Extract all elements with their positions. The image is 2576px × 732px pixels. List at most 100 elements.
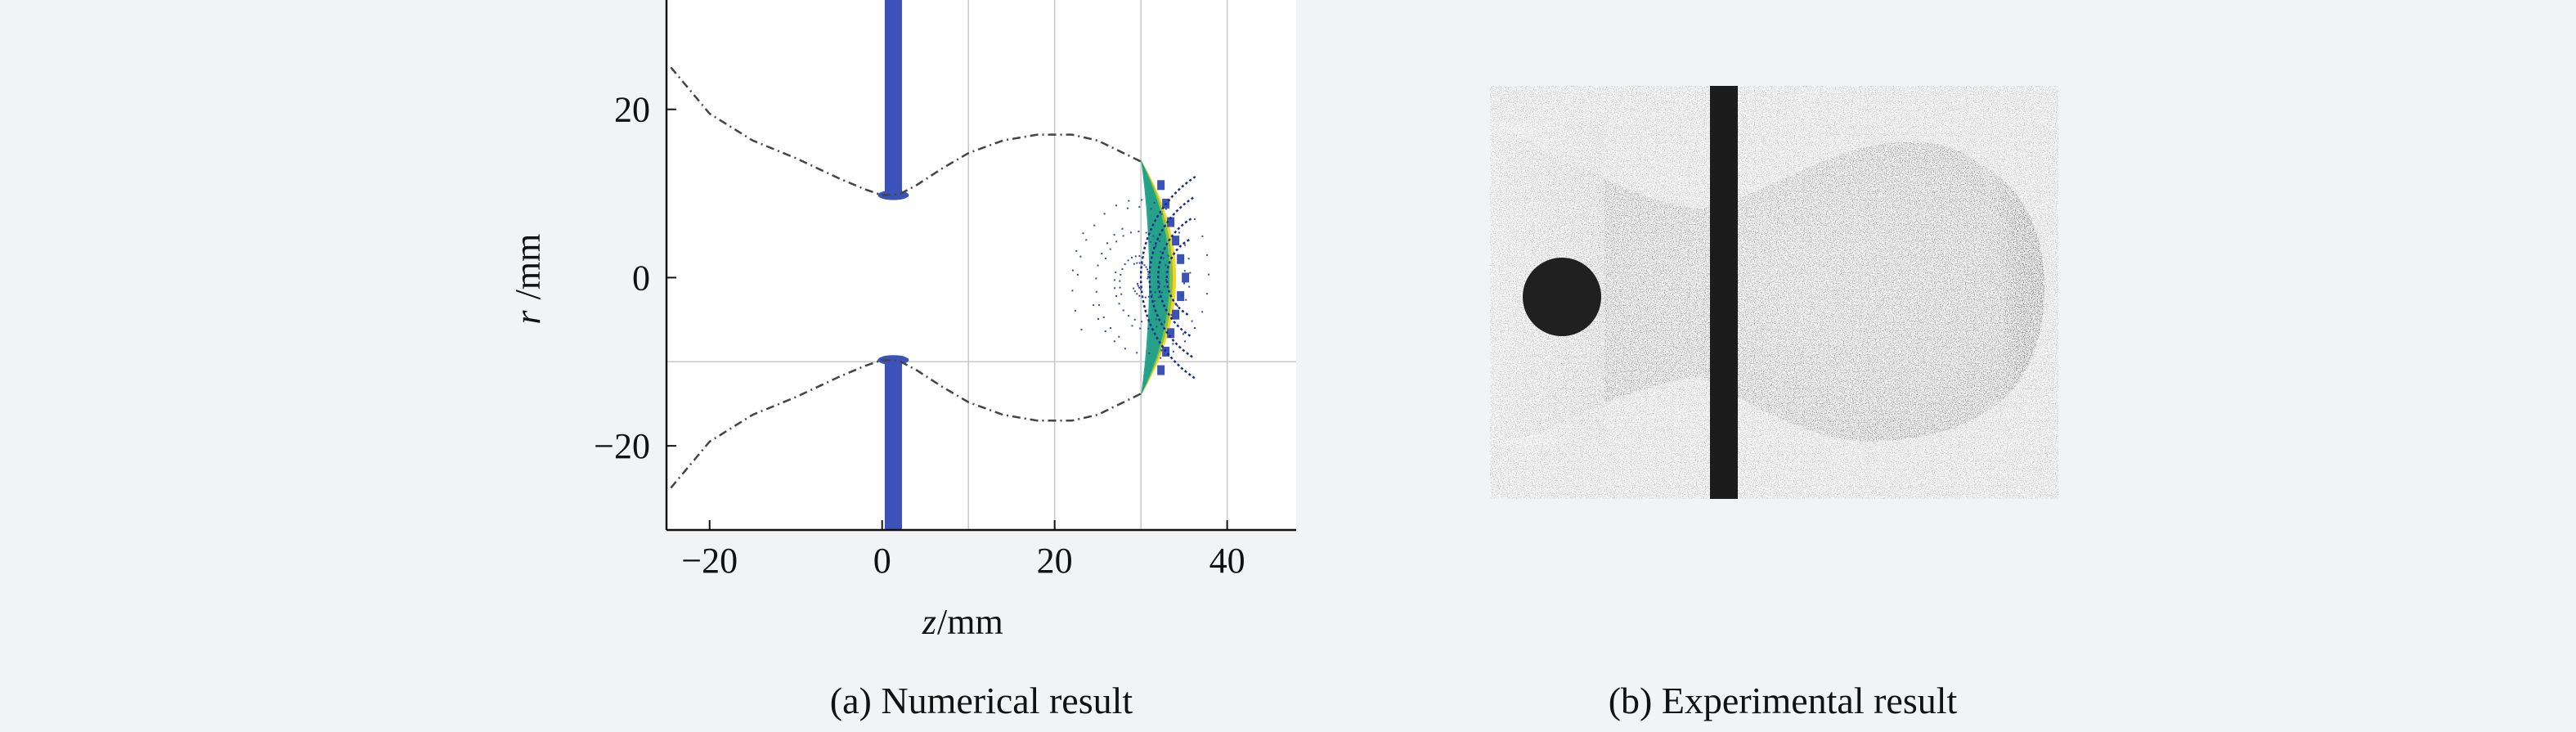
interior-dot — [1126, 207, 1129, 209]
interior-dot — [1133, 263, 1135, 265]
inner-arc — [1148, 196, 1194, 359]
interior-dot — [1160, 291, 1163, 294]
interior-dot — [1138, 294, 1141, 297]
interior-dot — [1129, 231, 1132, 234]
interior-dot — [1097, 264, 1099, 267]
interior-dot — [1113, 340, 1115, 343]
interior-dot — [1152, 235, 1155, 237]
interior-dot — [1131, 257, 1133, 259]
interior-dot — [1114, 287, 1116, 290]
interior-dot — [1136, 293, 1138, 295]
interior-dot — [1172, 350, 1174, 353]
interior-dot — [1160, 357, 1162, 359]
interior-dot — [1158, 240, 1160, 242]
interior-dot — [1124, 348, 1126, 350]
interior-dot — [1155, 245, 1157, 247]
interior-dot — [1097, 303, 1100, 306]
interior-dot — [1194, 326, 1196, 329]
interior-dot — [1183, 282, 1186, 285]
interior-dot — [1113, 279, 1115, 281]
rod — [877, 0, 909, 530]
interior-dot — [1163, 285, 1165, 288]
interior-dot — [1164, 321, 1166, 323]
bubble-front-shadow — [1979, 164, 2044, 413]
interior-dot — [1153, 201, 1156, 204]
interior-dot — [1145, 231, 1147, 234]
interior-dot — [1103, 213, 1106, 215]
panel-b-caption: (b) Experimental result — [1609, 680, 1958, 721]
interior-dot — [1138, 205, 1141, 208]
interior-dot — [1109, 248, 1111, 250]
x-axis-label-var: z — [922, 602, 936, 642]
y-tick-label: −20 — [594, 426, 650, 466]
interior-dot — [1141, 263, 1143, 265]
interior-dot — [1185, 299, 1187, 301]
interior-dot — [1102, 316, 1105, 318]
y-tick-label: 20 — [614, 90, 650, 130]
y-axis-label-unit: /mm — [508, 234, 548, 300]
interior-dot — [1137, 285, 1139, 287]
bubble-lower-contour — [670, 358, 1142, 489]
interior-dot — [1138, 231, 1140, 233]
x-axis-label-unit: /mm — [937, 602, 1003, 642]
interior-dot — [1122, 309, 1124, 312]
front-fragment — [1167, 328, 1175, 339]
interior-dot — [1115, 271, 1117, 273]
interior-dot — [1095, 277, 1097, 280]
interior-dot — [1147, 277, 1149, 280]
interior-dot — [1170, 221, 1173, 223]
interior-dot — [1149, 240, 1151, 243]
interior-dot — [1156, 326, 1158, 328]
interior-dot — [1120, 293, 1123, 295]
interior-dot — [1133, 290, 1136, 293]
interior-dot — [1071, 290, 1074, 292]
y-tick-label: 0 — [632, 258, 650, 298]
interior-dot — [1162, 257, 1165, 259]
interior-dot — [1133, 287, 1135, 290]
interior-dot — [1115, 240, 1118, 243]
interior-dot — [1105, 258, 1107, 260]
interior-dot — [1118, 303, 1120, 305]
interior-dot — [1136, 352, 1138, 354]
interior-dot — [1143, 264, 1146, 267]
interior-dot — [1138, 262, 1141, 264]
front-fragment — [1162, 346, 1170, 357]
interior-dot — [1128, 200, 1130, 202]
interior-dot — [1167, 254, 1169, 257]
experimental-photo: (b) Experimental result — [1490, 86, 2058, 721]
rod-shadow — [1710, 86, 1738, 499]
rod-upper — [884, 0, 902, 195]
y-axis-label-var: r — [508, 310, 548, 325]
interior-dot — [1079, 255, 1082, 258]
interior-dot — [1119, 280, 1121, 282]
interior-dot — [1142, 256, 1144, 258]
inner-arc — [1139, 175, 1196, 379]
interior-dot — [1128, 315, 1130, 317]
plot-area — [666, 0, 1296, 530]
interior-dot — [1109, 327, 1111, 330]
interior-dot — [1074, 309, 1076, 312]
interior-dot — [1093, 304, 1095, 307]
front-fragment — [1172, 236, 1180, 246]
interior-dot — [1080, 328, 1083, 330]
interior-dot — [1120, 273, 1122, 276]
interior-dot — [1127, 259, 1129, 262]
interior-dot — [1207, 273, 1209, 276]
interior-dot — [1165, 264, 1167, 267]
x-tick-label: 0 — [873, 541, 891, 581]
bubble-outline — [670, 66, 1142, 489]
bubble-shadow — [1490, 123, 2044, 446]
interior-dot — [1115, 295, 1118, 298]
interior-dot — [1160, 213, 1163, 215]
bubble-upper-contour — [670, 66, 1142, 196]
x-tick-label: 40 — [1209, 541, 1245, 581]
interior-dot — [1131, 325, 1133, 327]
interior-dot — [1133, 318, 1136, 321]
rod-lower — [884, 360, 902, 530]
interior-dot — [1205, 293, 1208, 295]
interior-dot — [1071, 269, 1074, 272]
inner-arcs — [1071, 175, 1209, 379]
interior-dot — [1139, 327, 1142, 330]
interior-dot — [1113, 234, 1115, 236]
interior-dot — [1184, 340, 1187, 343]
